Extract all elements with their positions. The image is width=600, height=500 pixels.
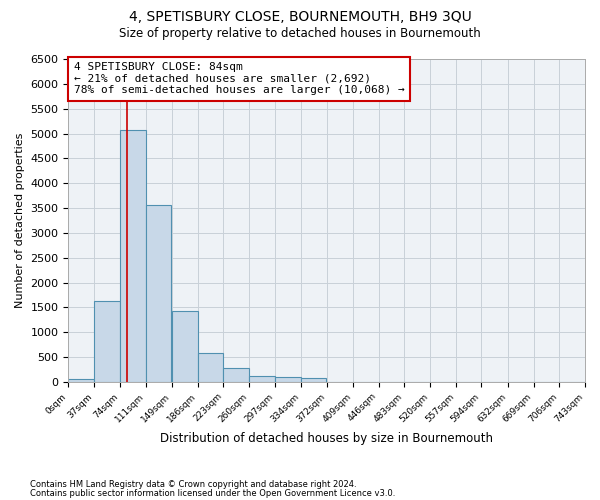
Bar [223,368,249,382]
Y-axis label: Number of detached properties: Number of detached properties [15,132,25,308]
Bar [275,377,301,382]
Bar [172,312,198,382]
X-axis label: Distribution of detached houses by size in Bournemouth: Distribution of detached houses by size … [160,432,493,445]
Bar [68,380,94,382]
Text: Contains HM Land Registry data © Crown copyright and database right 2024.: Contains HM Land Registry data © Crown c… [30,480,356,489]
Bar [120,130,146,382]
Bar [146,205,172,382]
Text: 4, SPETISBURY CLOSE, BOURNEMOUTH, BH9 3QU: 4, SPETISBURY CLOSE, BOURNEMOUTH, BH9 3Q… [128,10,472,24]
Bar [301,378,326,382]
Bar [198,353,223,382]
Bar [249,376,275,382]
Bar [94,302,120,382]
Text: Contains public sector information licensed under the Open Government Licence v3: Contains public sector information licen… [30,490,395,498]
Text: 4 SPETISBURY CLOSE: 84sqm
← 21% of detached houses are smaller (2,692)
78% of se: 4 SPETISBURY CLOSE: 84sqm ← 21% of detac… [74,62,404,96]
Text: Size of property relative to detached houses in Bournemouth: Size of property relative to detached ho… [119,28,481,40]
